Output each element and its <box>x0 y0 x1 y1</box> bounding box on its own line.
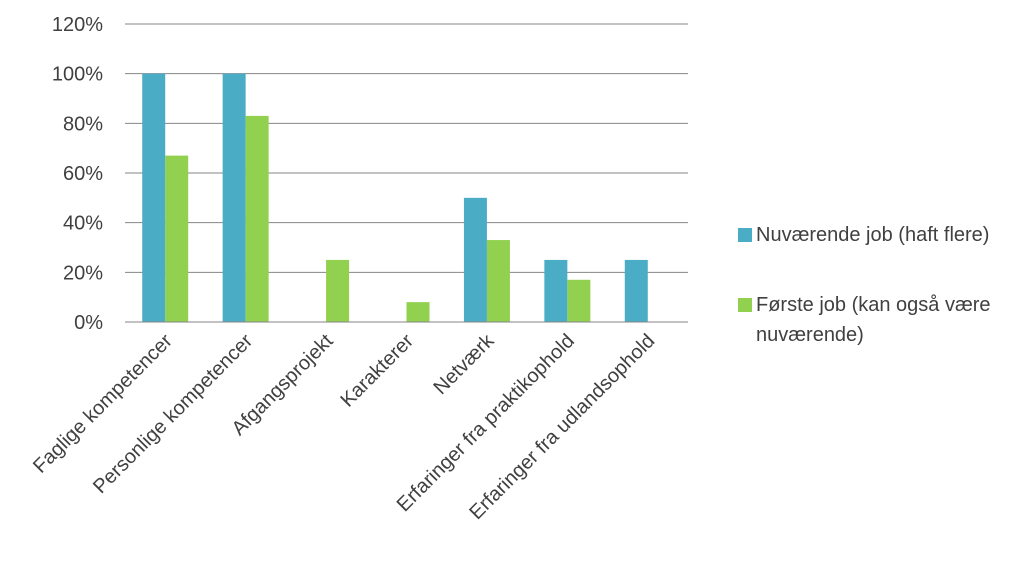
bar-series-1 <box>463 197 487 322</box>
legend: Nuværende job (haft flere) Første job (k… <box>738 220 1035 350</box>
x-category-label: Faglige kompetencer <box>29 330 177 478</box>
bar-series-2 <box>486 240 510 322</box>
legend-item-series-2: Første job (kan også være nuværende) <box>738 290 1035 350</box>
bar-series-1 <box>544 259 568 322</box>
y-tick-label: 100% <box>52 64 103 86</box>
bar-series-1 <box>142 73 166 323</box>
y-tick-label: 60% <box>63 163 103 185</box>
y-tick-label: 120% <box>52 14 103 36</box>
x-category-label: Netværk <box>429 329 499 399</box>
y-tick-label: 40% <box>63 213 103 235</box>
y-tick-label: 20% <box>63 262 103 284</box>
y-axis-tick-labels: 0% 20% 40% 60% 80% 100% 120% <box>52 14 103 334</box>
bar-series-2 <box>165 155 189 322</box>
legend-swatch-series-2 <box>738 298 752 312</box>
x-category-label: Personlige kompetencer <box>89 330 257 498</box>
bars <box>142 73 648 323</box>
bar-series-2 <box>326 259 350 322</box>
y-tick-label: 80% <box>63 113 103 135</box>
bar-series-2 <box>245 115 269 322</box>
x-category-label: Karakterer <box>336 330 418 412</box>
bar-series-1 <box>624 259 648 322</box>
gridlines <box>125 23 688 273</box>
y-tick-label: 0% <box>74 312 103 334</box>
legend-label-series-2: Første job (kan også være nuværende) <box>756 294 991 346</box>
bar-series-2 <box>406 302 430 322</box>
legend-label-series-1: Nuværende job (haft flere) <box>756 224 990 246</box>
legend-swatch-series-1 <box>738 228 752 242</box>
legend-item-series-1: Nuværende job (haft flere) <box>738 220 1035 250</box>
bar-series-2 <box>567 279 591 322</box>
bar-series-1 <box>222 73 246 323</box>
